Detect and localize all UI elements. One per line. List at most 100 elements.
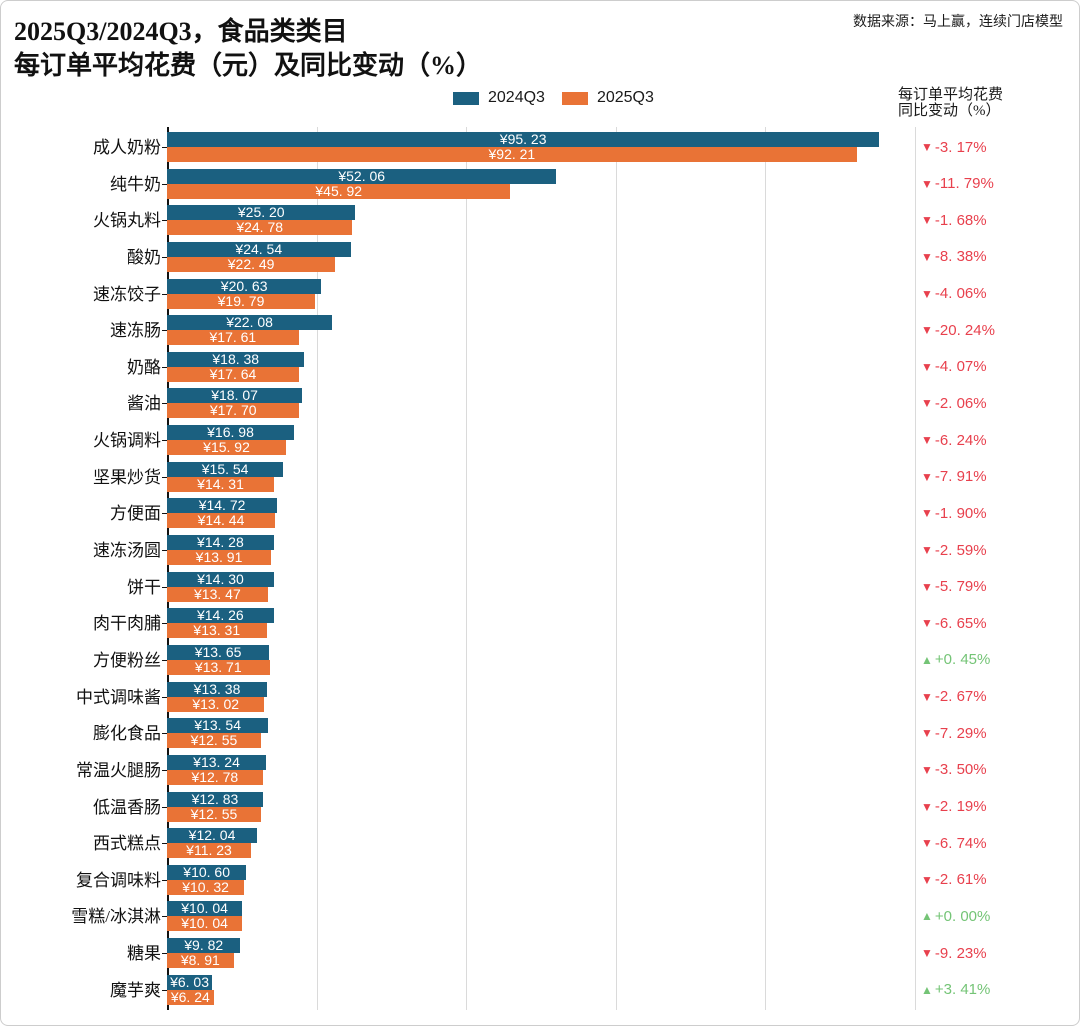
bar-2024q3: ¥6. 03 bbox=[167, 974, 213, 990]
data-source: 数据来源：马上赢，连续门店模型 bbox=[853, 15, 1063, 30]
yoy-cell: ▼ -2. 19% bbox=[921, 796, 987, 818]
yoy-value: -2. 06% bbox=[934, 394, 987, 412]
bar-2025q3: ¥12. 78 bbox=[167, 768, 263, 785]
bar-value-label: ¥13. 47 bbox=[194, 585, 241, 602]
yoy-value: -3. 50% bbox=[934, 761, 987, 779]
bar-2025q3: ¥17. 64 bbox=[167, 365, 299, 382]
bar-2024q3: ¥10. 04 bbox=[167, 901, 243, 917]
bar-2024q3: ¥20. 63 bbox=[167, 277, 322, 294]
bar-value-label: ¥12. 78 bbox=[191, 768, 239, 785]
yoy-cell: ▼ -4. 07% bbox=[921, 356, 987, 378]
category-label: 糖果 bbox=[127, 944, 161, 964]
bar-2025q3: ¥17. 70 bbox=[167, 403, 300, 419]
category-label: 酸奶 bbox=[127, 247, 161, 267]
bar-value-label: ¥13. 54 bbox=[194, 717, 241, 734]
trend-down-icon: ▼ bbox=[921, 946, 933, 961]
bar-value-label: ¥12. 55 bbox=[190, 732, 238, 749]
y-axis-tick bbox=[162, 550, 167, 552]
yoy-cell: ▼ -4. 06% bbox=[921, 283, 987, 305]
yoy-value: -6. 24% bbox=[934, 431, 987, 449]
bar-value-label: ¥18. 38 bbox=[212, 350, 260, 367]
yoy-value: -6. 65% bbox=[934, 614, 987, 632]
y-axis-tick bbox=[162, 183, 167, 185]
trend-down-icon: ▼ bbox=[921, 469, 933, 484]
bar-2024q3: ¥16. 98 bbox=[167, 424, 294, 441]
trend-up-icon: ▲ bbox=[921, 909, 933, 924]
yoy-value: -20. 24% bbox=[934, 321, 995, 339]
bar-value-label: ¥24. 78 bbox=[236, 219, 284, 236]
bar-2025q3: ¥14. 31 bbox=[167, 476, 275, 492]
y-axis-tick bbox=[162, 879, 167, 881]
yoy-value: -2. 61% bbox=[934, 871, 987, 889]
bar-value-label: ¥13. 91 bbox=[195, 549, 243, 566]
bar-2024q3: ¥13. 38 bbox=[167, 681, 268, 697]
yoy-cell: ▼ -9. 23% bbox=[921, 942, 987, 964]
trend-down-icon: ▼ bbox=[921, 176, 933, 191]
bar-value-label: ¥13. 02 bbox=[192, 695, 240, 712]
bar-value-label: ¥20. 63 bbox=[220, 277, 268, 294]
category-label: 速冻汤圆 bbox=[93, 541, 161, 561]
bar-value-label: ¥10. 32 bbox=[182, 878, 229, 895]
bar-2025q3: ¥13. 91 bbox=[167, 549, 272, 566]
bar-value-label: ¥24. 54 bbox=[235, 240, 283, 257]
bar-2025q3: ¥13. 71 bbox=[167, 659, 270, 675]
bar-2024q3: ¥12. 04 bbox=[167, 828, 258, 844]
y-axis-tick bbox=[162, 953, 167, 955]
category-label: 西式糕点 bbox=[93, 834, 161, 854]
category-label: 中式调味酱 bbox=[76, 687, 161, 707]
yoy-value: -6. 74% bbox=[934, 834, 987, 852]
category-label: 复合调味料 bbox=[76, 870, 161, 890]
yoy-cell: ▼ -3. 50% bbox=[921, 759, 987, 781]
bar-2025q3: ¥10. 32 bbox=[167, 878, 245, 895]
bar-2024q3: ¥12. 83 bbox=[167, 790, 263, 807]
trend-down-icon: ▼ bbox=[921, 872, 933, 887]
bar-2024q3: ¥25. 20 bbox=[167, 205, 356, 221]
yoy-header-line-1: 每订单平均花费 bbox=[898, 87, 1004, 103]
bar-2025q3: ¥8. 91 bbox=[167, 952, 234, 969]
y-axis-tick bbox=[162, 220, 167, 222]
trend-down-icon: ▼ bbox=[921, 359, 933, 374]
bar-value-label: ¥17. 61 bbox=[209, 329, 257, 346]
bar-value-label: ¥52. 06 bbox=[338, 167, 386, 184]
gridline-x-60 bbox=[615, 127, 617, 1010]
bar-2024q3: ¥14. 30 bbox=[167, 570, 274, 587]
yoy-header-line-2: 同比变动（%） bbox=[898, 103, 1001, 119]
bar-value-label: ¥17. 64 bbox=[209, 365, 257, 382]
bar-2025q3: ¥17. 61 bbox=[167, 329, 299, 346]
yoy-cell: ▼ -1. 90% bbox=[921, 502, 987, 524]
y-axis-tick bbox=[162, 147, 167, 148]
bar-2025q3: ¥6. 24 bbox=[167, 989, 214, 1005]
bar-value-label: ¥16. 98 bbox=[207, 424, 254, 441]
yoy-cell: ▼ -20. 24% bbox=[921, 319, 995, 341]
yoy-cell: ▼ -8. 38% bbox=[921, 246, 987, 268]
bar-value-label: ¥14. 30 bbox=[197, 570, 244, 587]
bar-value-label: ¥12. 83 bbox=[191, 790, 239, 807]
gridline-x-40 bbox=[466, 127, 468, 1010]
page-title: 2025Q3/2024Q3，食品类类目 每订单平均花费（元）及同比变动（%） bbox=[14, 15, 482, 83]
yoy-value: -2. 59% bbox=[934, 541, 987, 559]
trend-down-icon: ▼ bbox=[921, 726, 933, 741]
bar-value-label: ¥8. 91 bbox=[180, 952, 220, 969]
trend-down-icon: ▼ bbox=[921, 762, 933, 777]
yoy-cell: ▼ -2. 61% bbox=[921, 869, 987, 891]
category-label: 酱油 bbox=[127, 394, 161, 414]
category-label: 奶酪 bbox=[127, 357, 161, 377]
yoy-cell: ▼ -6. 65% bbox=[921, 612, 987, 634]
category-label: 速冻饺子 bbox=[93, 284, 161, 304]
trend-down-icon: ▼ bbox=[921, 506, 933, 521]
yoy-value: -2. 67% bbox=[934, 688, 987, 706]
yoy-cell: ▲ +3. 41% bbox=[921, 979, 990, 1001]
trend-down-icon: ▼ bbox=[921, 433, 933, 448]
category-label: 火锅丸料 bbox=[93, 211, 161, 231]
yoy-value: -5. 79% bbox=[934, 578, 987, 596]
bar-value-label: ¥14. 26 bbox=[196, 607, 244, 624]
bar-2025q3: ¥45. 92 bbox=[167, 183, 511, 199]
bar-value-label: ¥15. 92 bbox=[203, 439, 250, 456]
legend-label-2024q3: 2024Q3 bbox=[488, 89, 545, 106]
y-axis-tick bbox=[162, 403, 167, 405]
y-axis-tick bbox=[162, 476, 167, 478]
y-axis-tick bbox=[162, 733, 167, 735]
bar-value-label: ¥10. 04 bbox=[181, 915, 228, 932]
bar-value-label: ¥19. 79 bbox=[217, 292, 265, 309]
bar-2025q3: ¥92. 21 bbox=[167, 147, 857, 162]
